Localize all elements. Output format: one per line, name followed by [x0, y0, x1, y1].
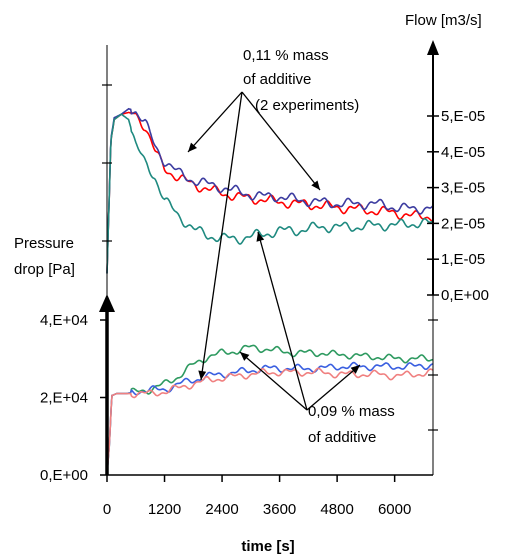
- arrow-009-to-flow-teal: [257, 231, 308, 411]
- arrow-011-to-flow-blue-head: [311, 180, 320, 190]
- annotation-009-line1: 0,09 % mass: [308, 403, 395, 420]
- left-axis-tick-label: 0,E+00: [40, 467, 88, 484]
- right-axis-tick-label: 3,E-05: [441, 180, 485, 197]
- x-axis-tick-label: 2400: [205, 501, 238, 518]
- x-axis-tick-label: 1200: [148, 501, 181, 518]
- x-axis-tick-label: 6000: [378, 501, 411, 518]
- pressure-series-line-0: [106, 344, 433, 476]
- right-axis-tick-label: 1,E-05: [441, 251, 485, 268]
- pressure-series-line-1: [106, 361, 433, 476]
- arrow-009-to-pressure-green-head: [240, 352, 250, 361]
- arrow-011-to-pressure-blue-head: [198, 370, 207, 380]
- annotation-011-line1: 0,11 % mass: [243, 47, 329, 64]
- arrow-009-to-pressure-green: [239, 351, 308, 411]
- right-axis-tick-label: 4,E-05: [441, 144, 485, 161]
- x-axis-tick-label: 3600: [263, 501, 296, 518]
- right-axis-label: Flow [m3/s]: [405, 12, 482, 29]
- arrow-011-to-pressure-blue: [200, 91, 243, 381]
- flow-series-line-1: [106, 107, 434, 274]
- right-axis-tick-label: 5,E-05: [441, 108, 485, 125]
- right-axis-tick-label: 2,E-05: [441, 215, 485, 232]
- annotation-011-line3: (2 experiments): [255, 97, 359, 114]
- right-axis-tick-label: 0,E+00: [441, 287, 489, 304]
- arrow-009-to-pressure-green-right-head: [350, 365, 360, 374]
- flow-series-line-2: [106, 113, 434, 274]
- left-axis-label-line1: Pressure: [14, 235, 74, 252]
- x-axis-tick-label: 4800: [320, 501, 353, 518]
- annotation-arrows: [187, 91, 361, 411]
- annotation-009-line2: of additive: [308, 429, 376, 446]
- x-axis-label: time [s]: [241, 538, 294, 555]
- series-lines: [106, 107, 434, 476]
- right-axis-arrowhead: [427, 40, 439, 55]
- x-axis-tick-label: 0: [103, 501, 111, 518]
- arrow-009-to-flow-teal-head: [256, 232, 265, 242]
- left-axis-label-line2: drop [Pa]: [14, 261, 75, 278]
- left-axis-tick-label: 2,E+04: [40, 390, 88, 407]
- left-axis-arrowhead: [99, 294, 115, 312]
- pressure-series-line-2: [106, 367, 434, 476]
- annotation-011-line2: of additive: [243, 71, 311, 88]
- axes: 0,E+00 1,E-05 2,E-05 3,E-05 4,E-05 5,E-05 0,E+…: [40, 40, 489, 518]
- arrow-011-to-flow-red: [187, 91, 243, 153]
- arrow-009-to-pressure-green-right: [306, 364, 361, 411]
- arrow-011-to-flow-blue: [241, 91, 321, 191]
- left-axis-tick-label: 4,E+04: [40, 312, 88, 329]
- arrow-011-to-flow-red-head: [188, 142, 197, 152]
